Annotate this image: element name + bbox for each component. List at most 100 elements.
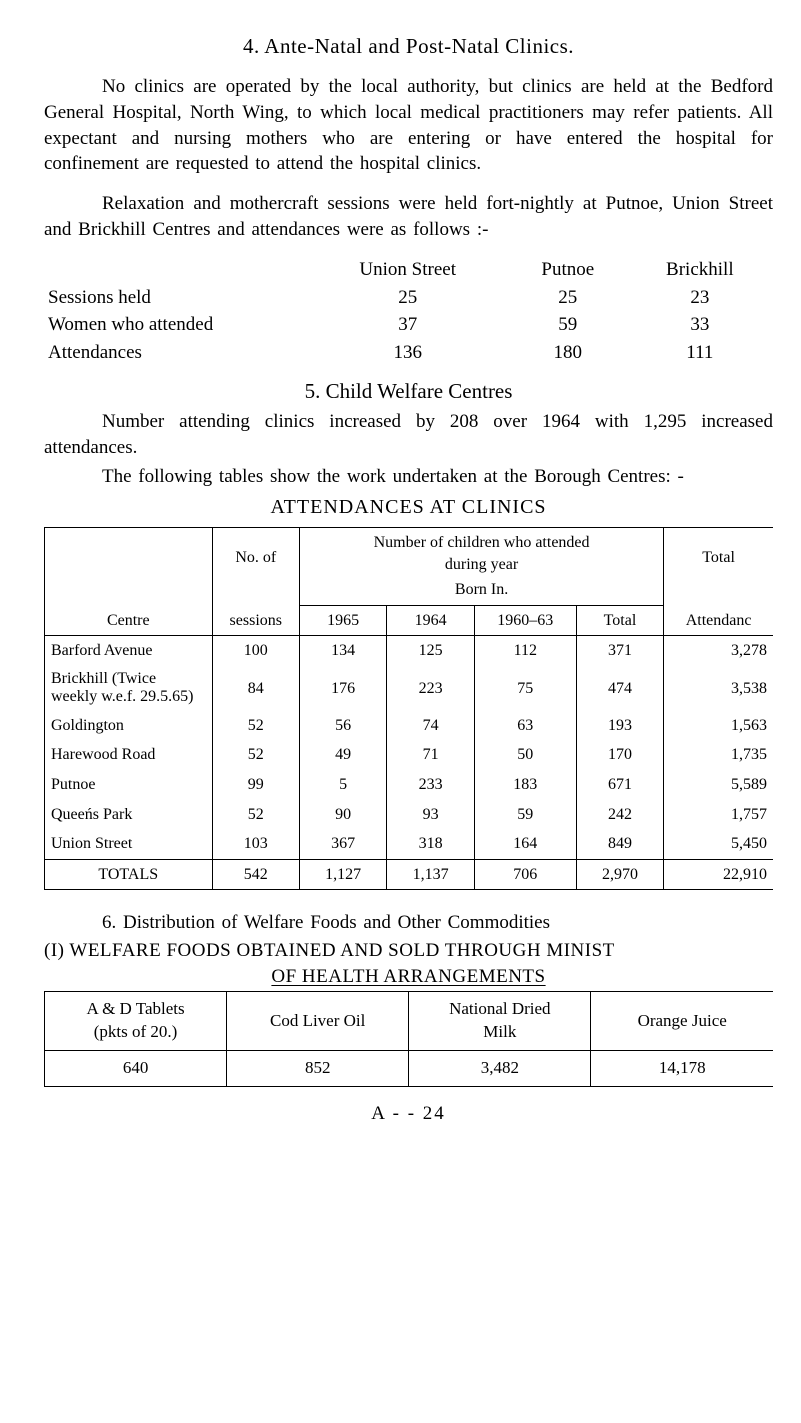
foods-table: A & D Tablets (pkts of 20.) Cod Liver Oi…: [44, 991, 773, 1087]
page-footer: A - - 24: [44, 1101, 773, 1127]
cell: 136: [306, 339, 509, 367]
totals-label: TOTALS: [45, 859, 213, 890]
cell: 84: [212, 666, 299, 711]
cell: 3,278: [664, 636, 773, 666]
cell: 5: [299, 770, 386, 800]
table-row: Union Street Putnoe Brickhill: [44, 256, 773, 284]
section5-title: 5. Child Welfare Centres: [44, 377, 773, 405]
table-row: 640 852 3,482 14,178: [45, 1051, 774, 1087]
header-no-of-sessions: No. of: [212, 528, 299, 606]
cell: 125: [387, 636, 474, 666]
spacer: [219, 568, 293, 586]
cell-centre: Queeńs Park: [45, 800, 213, 830]
cell: 318: [387, 829, 474, 859]
cell-centre: Goldington: [45, 711, 213, 741]
cell: 849: [576, 829, 663, 859]
cell: Union Street: [306, 256, 509, 284]
header-number-children: Number of children who attended during y…: [299, 528, 663, 580]
cell: Attendances: [44, 339, 306, 367]
header-1964: 1964: [387, 605, 474, 636]
header-attendance: Attendanc: [664, 605, 773, 636]
header-milk-l1: National Dried: [417, 998, 582, 1021]
cell-centre: Barford Avenue: [45, 636, 213, 666]
cell: 223: [387, 666, 474, 711]
header-centre: .: [45, 528, 213, 606]
header-centre-label: Centre: [45, 605, 213, 636]
clinics-caption: ATTENDANCES AT CLINICS: [44, 494, 773, 521]
cell: 1,757: [664, 800, 773, 830]
cell: 103: [212, 829, 299, 859]
cell: 852: [227, 1051, 409, 1087]
header-oj: Orange Juice: [591, 992, 773, 1051]
cell: Sessions held: [44, 284, 306, 312]
spacer: [670, 568, 767, 586]
cell: 2,970: [576, 859, 663, 890]
cell: [44, 256, 306, 284]
cell: 176: [299, 666, 386, 711]
cell: 1,563: [664, 711, 773, 741]
header-total: Total: [670, 547, 767, 569]
header-sessions-label: sessions: [212, 605, 299, 636]
cell: 71: [387, 740, 474, 770]
table-row: Queeńs Park 52 90 93 59 242 1,757: [45, 800, 774, 830]
clinics-table: . No. of Number of children who attended…: [44, 527, 773, 890]
cell: 50: [474, 740, 576, 770]
cell: 90: [299, 800, 386, 830]
cell: 193: [576, 711, 663, 741]
table-row: Brickhill (Twice weekly w.e.f. 29.5.65) …: [45, 666, 774, 711]
cell: 52: [212, 800, 299, 830]
section5-para2: The following tables show the work under…: [44, 464, 773, 490]
header-cod: Cod Liver Oil: [227, 992, 409, 1051]
header-milk: National Dried Milk: [409, 992, 591, 1051]
cell: 367: [299, 829, 386, 859]
cell: 52: [212, 711, 299, 741]
table-row: Harewood Road 52 49 71 50 170 1,735: [45, 740, 774, 770]
cell: 3,482: [409, 1051, 591, 1087]
cell-centre: Putnoe: [45, 770, 213, 800]
cell: 371: [576, 636, 663, 666]
cell: 706: [474, 859, 576, 890]
header-born-in: Born In.: [299, 579, 663, 605]
cell: 112: [474, 636, 576, 666]
cell-centre: Union Street: [45, 829, 213, 859]
cell: 180: [509, 339, 627, 367]
cell: 474: [576, 666, 663, 711]
cell-centre: Brickhill (Twice weekly w.e.f. 29.5.65): [45, 666, 213, 711]
header-line2: during year: [306, 554, 657, 576]
cell: 49: [299, 740, 386, 770]
section6-line2b-text: OF HEALTH ARRANGEMENTS: [271, 966, 545, 987]
cell: 99: [212, 770, 299, 800]
cell: 14,178: [591, 1051, 773, 1087]
section4-title: 4. Ante-Natal and Post-Natal Clinics.: [44, 32, 773, 60]
table-header-row: A & D Tablets (pkts of 20.) Cod Liver Oi…: [45, 992, 774, 1051]
cell: 23: [627, 284, 773, 312]
cell: 183: [474, 770, 576, 800]
spacer: [51, 547, 206, 565]
header-no-of: No. of: [219, 547, 293, 569]
section4-para1: No clinics are operated by the local aut…: [44, 74, 773, 177]
cell-centre: Harewood Road: [45, 740, 213, 770]
cell: 22,910: [664, 859, 773, 890]
header-tablets-l1: A & D Tablets: [53, 998, 218, 1021]
cell: 52: [212, 740, 299, 770]
header-line1: Number of children who attended: [306, 532, 657, 554]
cell: 242: [576, 800, 663, 830]
cell: 5,450: [664, 829, 773, 859]
header-1965: 1965: [299, 605, 386, 636]
cell: 59: [509, 311, 627, 339]
cell: 164: [474, 829, 576, 859]
cell: 1,735: [664, 740, 773, 770]
table-row: Barford Avenue 100 134 125 112 371 3,278: [45, 636, 774, 666]
table-row: Women who attended 37 59 33: [44, 311, 773, 339]
cell: 1,137: [387, 859, 474, 890]
cell: 93: [387, 800, 474, 830]
cell: 111: [627, 339, 773, 367]
header-tablets-l2: (pkts of 20.): [53, 1021, 218, 1044]
section6-line1: 6. Distribution of Welfare Foods and Oth…: [44, 910, 773, 936]
cell: 63: [474, 711, 576, 741]
table-row: Attendances 136 180 111: [44, 339, 773, 367]
cell: 542: [212, 859, 299, 890]
cell: 3,538: [664, 666, 773, 711]
section4-para2: Relaxation and mothercraft sessions were…: [44, 191, 773, 242]
cell: 37: [306, 311, 509, 339]
